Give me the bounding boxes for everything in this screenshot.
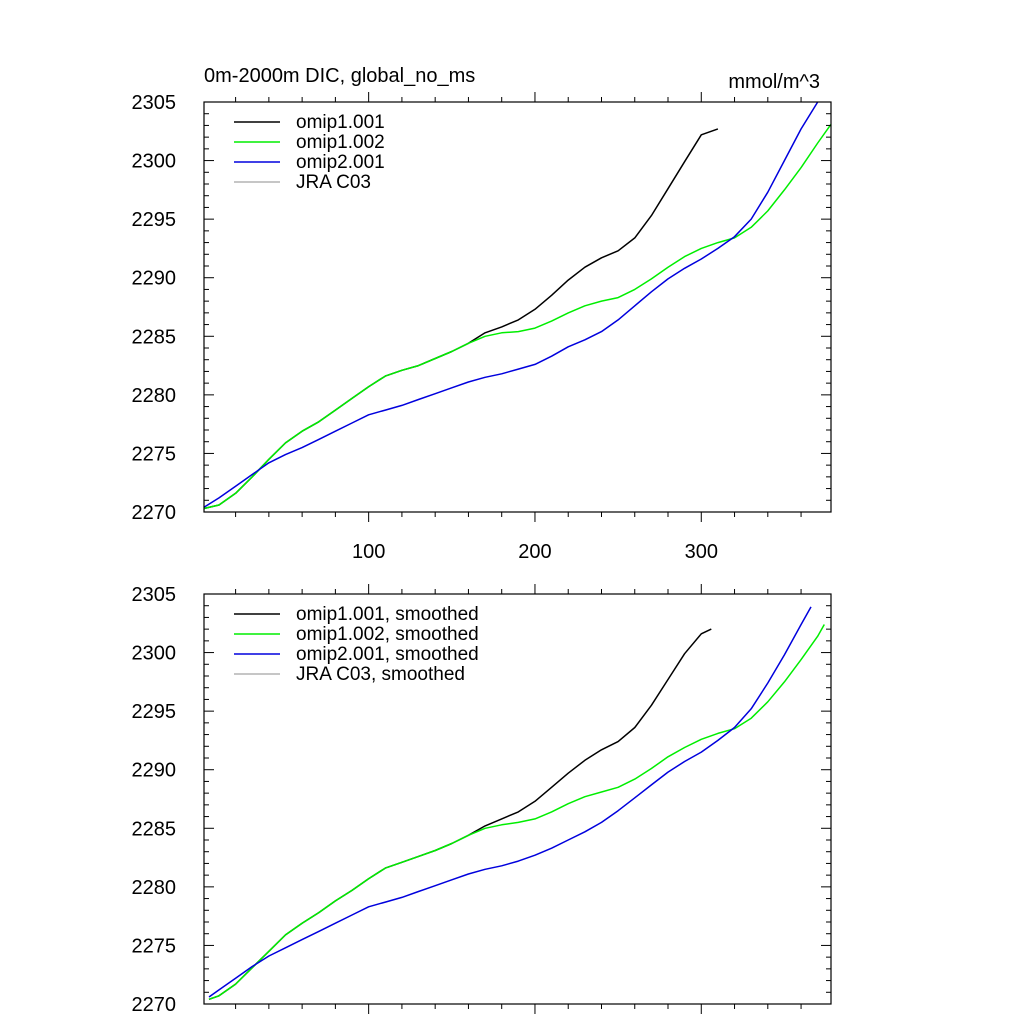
legend-label: JRA C03 (296, 172, 371, 193)
y-tick-label: 2285 (132, 818, 177, 840)
axis-ticks: 2270 2275 2280 2285 2290 2295 2300 2305 (132, 584, 831, 1016)
plot-frame (203, 593, 832, 1005)
units-label: mmol/m^3 (728, 71, 820, 93)
y-tick-label: 2280 (132, 877, 177, 899)
series-layer (208, 606, 825, 1001)
x-tick-label: 100 (352, 541, 385, 563)
legend-label: omip1.002 (296, 132, 385, 153)
series-line-omip2-001 (203, 101, 819, 508)
y-tick-label: 2300 (132, 643, 177, 665)
series-line-omip2-001-smoothed (208, 606, 812, 998)
series-line-omip1-001 (203, 128, 719, 510)
plot-frame (203, 101, 832, 513)
legend-label: omip2.001, smoothed (296, 644, 479, 665)
y-tick-label: 2290 (132, 760, 177, 782)
y-tick-label: 2270 (132, 994, 177, 1016)
y-tick-label: 2305 (132, 92, 177, 114)
legend-label: omip1.002, smoothed (296, 624, 479, 645)
y-tick-label: 2280 (132, 385, 177, 407)
top-panel: 0m-2000m DIC, global_no_ms mmol/m^3 omip… (132, 65, 832, 563)
axis-ticks: 2270 2275 2280 2285 2290 2295 2300 2305 100 200 30… (132, 92, 831, 563)
legend-label: omip1.001, smoothed (296, 604, 479, 625)
y-tick-label: 2295 (132, 209, 177, 231)
y-tick-label: 2290 (132, 268, 177, 290)
y-tick-label: 2270 (132, 502, 177, 524)
series-layer (203, 101, 832, 510)
legend-label: omip1.001 (296, 112, 385, 133)
legend-label: JRA C03, smoothed (296, 664, 465, 685)
legend-label: omip2.001 (296, 152, 385, 173)
y-tick-label: 2275 (132, 935, 177, 957)
x-tick-label: 300 (685, 541, 718, 563)
y-tick-label: 2285 (132, 326, 177, 348)
y-tick-label: 2275 (132, 443, 177, 465)
series-line-omip1-002 (203, 123, 832, 510)
y-tick-label: 2300 (132, 151, 177, 173)
series-line-omip1-002-smoothed (208, 624, 825, 1001)
y-tick-label: 2295 (132, 701, 177, 723)
x-tick-label: 200 (518, 541, 551, 563)
chart-title: 0m-2000m DIC, global_no_ms (204, 65, 475, 87)
y-tick-label: 2305 (132, 584, 177, 606)
